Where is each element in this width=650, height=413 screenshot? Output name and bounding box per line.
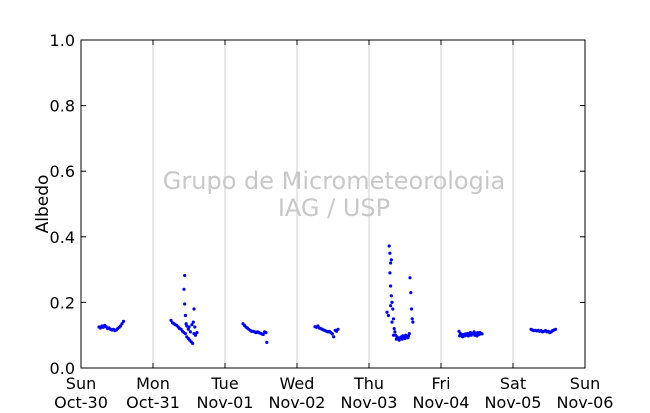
data-point (261, 332, 265, 337)
data-point (264, 331, 268, 335)
watermark-line-2: IAG / USP (278, 194, 390, 222)
data-point (193, 325, 197, 329)
data-point (411, 320, 415, 324)
x-tick-label-date: Oct-30 (54, 393, 108, 409)
data-point (182, 287, 186, 291)
data-point (389, 304, 393, 308)
data-point (387, 244, 391, 248)
y-tick-label: 0.8 (50, 97, 75, 116)
x-tick-label-date: Nov-05 (485, 393, 542, 409)
data-point (332, 335, 336, 339)
data-point (386, 313, 390, 318)
data-point (458, 334, 462, 338)
data-point (410, 317, 414, 321)
x-tick-label-date: Nov-03 (341, 393, 398, 409)
data-point (187, 325, 191, 329)
data-point (403, 336, 407, 341)
data-point (553, 327, 558, 331)
data-point (191, 320, 195, 324)
data-point (183, 313, 187, 318)
data-point (407, 332, 411, 336)
data-point (409, 307, 414, 311)
x-tick-label-day: Tue (210, 374, 238, 393)
data-point (193, 333, 198, 337)
y-tick-label: 0.4 (50, 228, 75, 247)
data-point (120, 322, 124, 326)
data-point (188, 330, 192, 334)
y-tick-label: 0.6 (50, 162, 75, 181)
data-point (466, 334, 470, 338)
data-point (183, 332, 187, 336)
x-tick-label-day: Sat (500, 374, 526, 393)
data-point (265, 340, 269, 344)
data-point (392, 327, 396, 331)
data-point (389, 261, 393, 265)
x-tick-label-date: Nov-02 (269, 393, 326, 409)
data-point (469, 333, 473, 337)
watermark-line-1: Grupo de Micrometeorologia (163, 167, 505, 195)
x-tick-label-day: Fri (431, 374, 450, 393)
data-point (391, 317, 396, 321)
data-point (408, 276, 412, 280)
data-point (191, 341, 195, 345)
data-point (389, 294, 393, 298)
y-tick-label: 0.0 (50, 359, 75, 378)
axes: SunOct-30MonOct-31TueNov-01WedNov-02ThuN… (50, 31, 614, 412)
data-point (385, 310, 389, 314)
x-tick-label-day: Mon (136, 374, 170, 393)
data-points (97, 244, 558, 345)
x-tick-label-day: Thu (353, 374, 384, 393)
x-tick-label-day: Wed (280, 374, 315, 393)
data-point (463, 332, 468, 336)
data-point (195, 331, 199, 335)
x-tick-label-date: Nov-06 (557, 393, 614, 409)
y-axis-label: Albedo (33, 175, 53, 234)
data-point (391, 307, 395, 311)
data-point (330, 332, 334, 336)
x-tick-label-date: Nov-04 (413, 393, 470, 409)
data-point (183, 302, 187, 306)
data-point (169, 318, 173, 322)
data-point (457, 329, 461, 333)
data-point (190, 323, 194, 327)
data-point (461, 335, 465, 339)
data-point (183, 273, 187, 278)
data-point (397, 338, 401, 342)
data-point (389, 284, 393, 288)
data-point (119, 324, 123, 328)
x-tick-label-day: Sun (66, 374, 96, 393)
data-point (391, 333, 396, 337)
data-point (192, 307, 196, 311)
data-point (336, 327, 340, 331)
x-tick-label-day: Sun (570, 374, 600, 393)
data-point (406, 336, 410, 340)
x-tick-label-date: Oct-31 (126, 393, 180, 409)
data-point (390, 300, 394, 304)
y-tick-label: 1.0 (50, 31, 75, 50)
x-tick-label-date: Nov-01 (197, 393, 254, 409)
data-point (388, 251, 392, 255)
y-tick-label: 0.2 (50, 293, 75, 312)
data-point (478, 331, 482, 335)
data-point (393, 330, 397, 334)
data-point (121, 319, 126, 323)
data-point (390, 320, 394, 324)
data-point (409, 291, 413, 295)
plot-frame (80, 39, 586, 369)
data-point (472, 330, 476, 334)
grid-lines (152, 40, 514, 368)
data-point (394, 337, 398, 341)
data-point (400, 337, 404, 341)
watermark: Grupo de Micrometeorologia IAG / USP (163, 167, 505, 222)
data-point (475, 334, 479, 338)
data-point (388, 271, 392, 275)
data-point (389, 258, 393, 262)
